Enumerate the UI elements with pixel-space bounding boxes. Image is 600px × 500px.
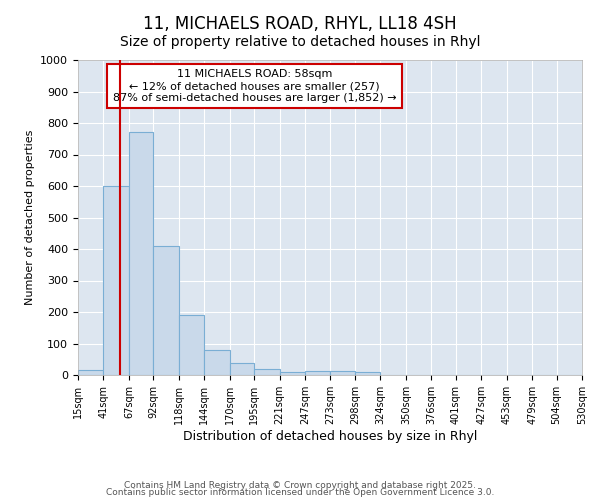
Text: 11, MICHAELS ROAD, RHYL, LL18 4SH: 11, MICHAELS ROAD, RHYL, LL18 4SH: [143, 15, 457, 33]
Bar: [179, 315, 204, 375]
Bar: [254, 370, 280, 375]
Bar: [230, 363, 254, 375]
Bar: [154, 246, 179, 375]
Bar: [103, 186, 129, 375]
Bar: [129, 132, 154, 375]
Text: Contains public sector information licensed under the Open Government Licence 3.: Contains public sector information licen…: [106, 488, 494, 497]
Bar: [78, 370, 103, 375]
Bar: [204, 350, 230, 375]
Text: Size of property relative to detached houses in Rhyl: Size of property relative to detached ho…: [120, 35, 480, 49]
Y-axis label: Number of detached properties: Number of detached properties: [25, 130, 35, 305]
X-axis label: Distribution of detached houses by size in Rhyl: Distribution of detached houses by size …: [183, 430, 477, 442]
Bar: [331, 371, 355, 375]
Bar: [280, 372, 305, 375]
Text: Contains HM Land Registry data © Crown copyright and database right 2025.: Contains HM Land Registry data © Crown c…: [124, 480, 476, 490]
Bar: [355, 372, 380, 375]
Text: 11 MICHAELS ROAD: 58sqm
← 12% of detached houses are smaller (257)
87% of semi-d: 11 MICHAELS ROAD: 58sqm ← 12% of detache…: [113, 70, 396, 102]
Bar: [305, 371, 331, 375]
